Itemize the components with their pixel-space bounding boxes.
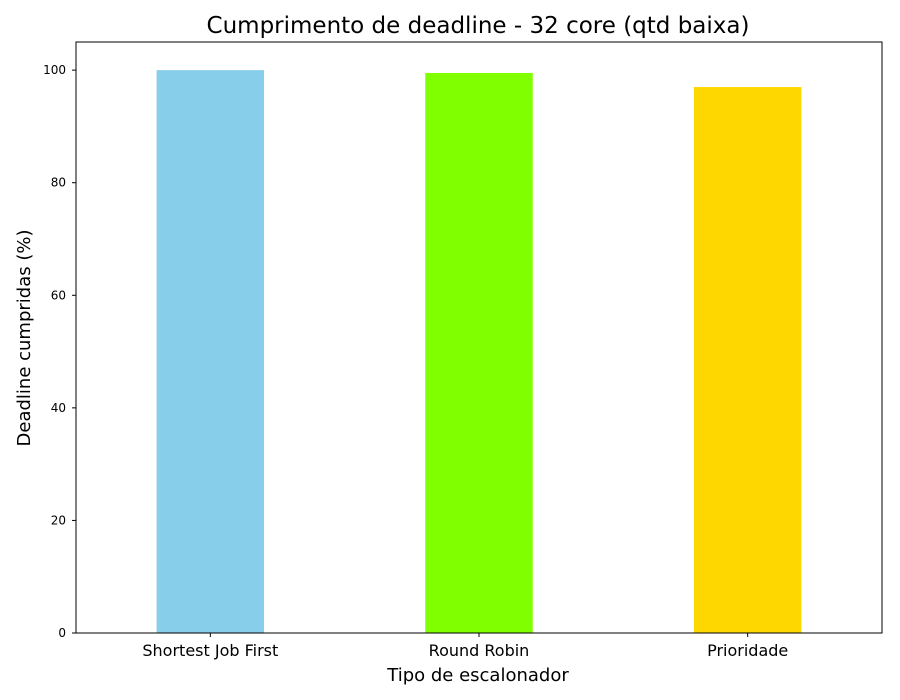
chart-title: Cumprimento de deadline - 32 core (qtd b… <box>207 13 750 39</box>
y-tick-label-5: 100 <box>43 63 66 77</box>
plot-area-frame <box>75 41 883 634</box>
y-tick-label-4: 80 <box>51 176 66 190</box>
y-tick-label-2: 40 <box>51 401 66 415</box>
y-tick-label-3: 60 <box>51 288 66 302</box>
bar-2 <box>693 87 802 634</box>
x-axis-label: Tipo de escalonador <box>386 665 569 686</box>
y-tick-label-1: 20 <box>51 513 66 527</box>
bar-0 <box>156 70 265 633</box>
y-axis-ticks: 0 20 40 60 80 100 <box>43 63 76 640</box>
bars-group <box>156 70 802 634</box>
bar-1 <box>425 72 533 633</box>
x-axis-ticks: Shortest Job First Round Robin Prioridade <box>142 633 788 660</box>
y-axis-label: Deadline cumpridas (%) <box>14 230 35 447</box>
x-tick-label-1: Round Robin <box>429 641 530 660</box>
x-tick-label-0: Shortest Job First <box>142 641 278 660</box>
x-tick-label-2: Prioridade <box>707 641 788 660</box>
y-tick-label-0: 0 <box>58 626 66 640</box>
